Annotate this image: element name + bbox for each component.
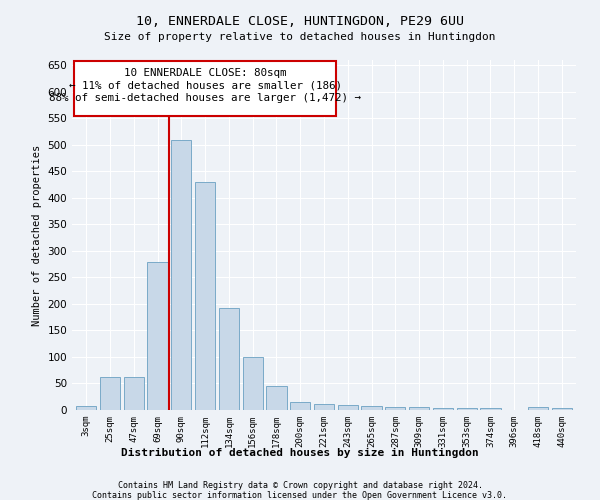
Bar (100, 376, 120, 410)
Bar (457, 408, 477, 410)
Bar (76, 406, 97, 410)
Bar (338, 404, 358, 410)
Bar (242, 357, 263, 410)
Bar (481, 408, 500, 410)
Bar (314, 404, 334, 410)
Bar (385, 408, 406, 410)
Bar (551, 408, 572, 410)
Bar (124, 376, 144, 410)
Text: Contains HM Land Registry data © Crown copyright and database right 2024.: Contains HM Land Registry data © Crown c… (118, 481, 482, 490)
Bar (361, 406, 382, 410)
FancyBboxPatch shape (74, 61, 336, 116)
Text: 10, ENNERDALE CLOSE, HUNTINGDON, PE29 6UU: 10, ENNERDALE CLOSE, HUNTINGDON, PE29 6U… (136, 15, 464, 28)
Text: Contains public sector information licensed under the Open Government Licence v3: Contains public sector information licen… (92, 491, 508, 500)
Text: 88% of semi-detached houses are larger (1,472) →: 88% of semi-detached houses are larger (… (49, 94, 361, 104)
Bar (266, 386, 287, 410)
Bar (409, 408, 429, 410)
Bar (433, 408, 453, 410)
Text: Distribution of detached houses by size in Huntingdon: Distribution of detached houses by size … (121, 448, 479, 458)
Bar (290, 402, 310, 410)
Y-axis label: Number of detached properties: Number of detached properties (32, 144, 42, 326)
Bar (219, 308, 239, 410)
Bar (195, 182, 215, 410)
Bar (148, 262, 167, 410)
Text: Size of property relative to detached houses in Huntingdon: Size of property relative to detached ho… (104, 32, 496, 42)
Text: 10 ENNERDALE CLOSE: 80sqm: 10 ENNERDALE CLOSE: 80sqm (124, 68, 286, 78)
Bar (171, 140, 191, 410)
Text: ← 11% of detached houses are smaller (186): ← 11% of detached houses are smaller (18… (68, 80, 341, 90)
Bar (528, 408, 548, 410)
